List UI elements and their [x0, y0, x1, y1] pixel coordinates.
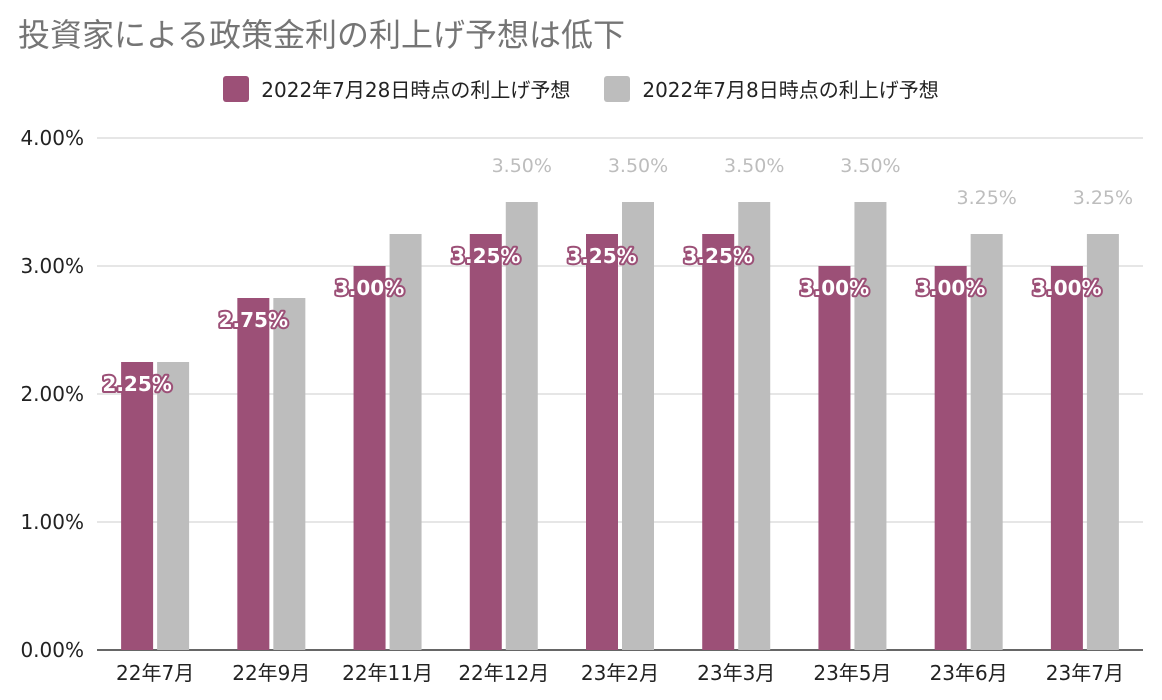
bar-series-1: [934, 266, 967, 650]
data-label-series-2: 3.50%: [608, 155, 668, 177]
data-label-series-2: 3.50%: [724, 155, 784, 177]
bar-series-2: [970, 234, 1003, 650]
data-label-series-1: 2.25%: [102, 372, 171, 396]
legend-item-series-2: 2022年7月8日時点の利上げ予想: [604, 74, 939, 103]
data-label-series-2: 3.25%: [1073, 187, 1133, 209]
data-label-series-1: 3.25%: [684, 244, 753, 268]
bar-series-2: [1086, 234, 1119, 650]
chart-title: 投資家による政策金利の利上げ予想は低下: [18, 16, 626, 54]
bar-series-2: [505, 202, 538, 650]
bar-series-2: [273, 298, 306, 650]
data-label-series-1: 3.00%: [1032, 276, 1101, 300]
x-tick-label: 23年2月: [581, 661, 659, 685]
x-tick-label: 23年6月: [930, 661, 1008, 685]
bar-series-2: [389, 234, 422, 650]
bar-series-1: [1050, 266, 1083, 650]
data-label-series-2: 3.25%: [956, 187, 1016, 209]
bar-series-1: [121, 362, 154, 650]
legend: 2022年7月28日時点の利上げ予想 2022年7月8日時点の利上げ予想: [0, 74, 1162, 103]
legend-label-series-1: 2022年7月28日時点の利上げ予想: [261, 78, 571, 102]
bar-series-2: [157, 362, 190, 650]
data-label-series-2: 3.50%: [840, 155, 900, 177]
legend-label-series-2: 2022年7月8日時点の利上げ予想: [642, 78, 939, 102]
x-tick-label: 22年7月: [116, 661, 194, 685]
bar-series-1: [353, 266, 386, 650]
data-label-series-2: 3.50%: [492, 155, 552, 177]
legend-item-series-1: 2022年7月28日時点の利上げ予想: [223, 74, 570, 103]
bar-series-1: [237, 298, 270, 650]
bar-series-1: [586, 234, 618, 650]
data-label-series-1: 3.00%: [800, 276, 869, 300]
x-tick-label: 22年9月: [232, 661, 310, 685]
bar-series-1: [469, 234, 502, 650]
data-label-series-1: 3.25%: [451, 244, 520, 268]
x-tick-label: 22年11月: [342, 661, 433, 685]
bar-series-2: [854, 202, 887, 650]
y-tick-label: 4.00%: [20, 126, 84, 150]
y-tick-label: 3.00%: [20, 254, 84, 278]
x-tick-label: 23年3月: [697, 661, 775, 685]
legend-swatch-series-2: [604, 75, 631, 102]
bar-series-2: [622, 202, 654, 650]
y-tick-label: 2.00%: [20, 382, 84, 406]
data-label-series-1: 2.75%: [219, 308, 288, 332]
y-tick-label: 0.00%: [20, 638, 84, 662]
x-tick-label: 23年7月: [1046, 661, 1124, 685]
x-tick-label: 22年12月: [458, 661, 549, 685]
bar-series-1: [702, 234, 735, 650]
bar-series-2: [738, 202, 771, 650]
data-label-series-1: 3.25%: [567, 244, 636, 268]
y-tick-label: 1.00%: [20, 510, 84, 534]
x-tick-label: 23年5月: [813, 661, 891, 685]
data-label-series-1: 3.00%: [916, 276, 985, 300]
legend-swatch-series-1: [223, 75, 250, 102]
data-label-series-1: 3.00%: [335, 276, 404, 300]
bar-series-1: [818, 266, 851, 650]
